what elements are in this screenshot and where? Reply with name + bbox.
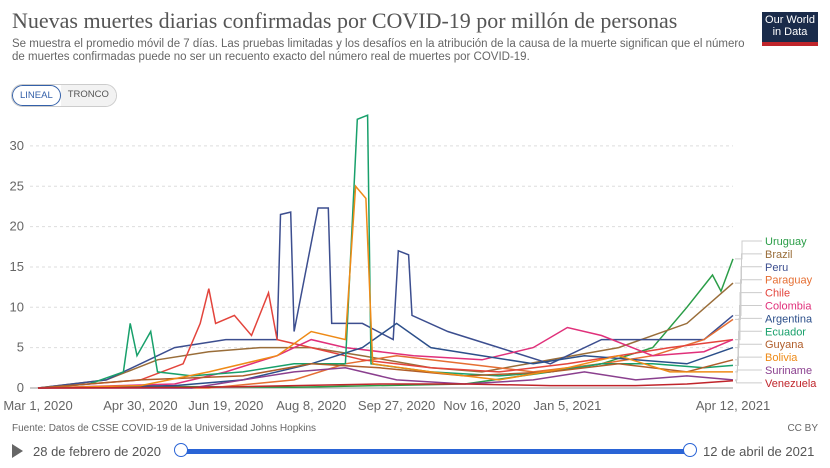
timeline-track[interactable]: [180, 449, 690, 454]
x-tick-label: Nov 16, 2020: [443, 398, 520, 413]
series-line-ecuador: [37, 114, 734, 389]
series-line-bolivia: [37, 184, 733, 389]
y-tick-label: 0: [17, 380, 24, 395]
x-tick-label: Sep 27, 2020: [358, 398, 435, 413]
legend-label-argentina: Argentina: [765, 313, 813, 325]
legend-label-chile: Chile: [765, 288, 790, 300]
legend-label-suriname: Suriname: [765, 365, 812, 377]
chart-title: Nuevas muertes diarias confirmadas por C…: [12, 8, 678, 33]
legend-label-guyana: Guyana: [765, 339, 804, 351]
series-line-paraguay: [38, 318, 734, 389]
legend-label-brazil: Brazil: [765, 249, 793, 261]
legend-label-venezuela: Venezuela: [765, 378, 817, 390]
legend-connector: [735, 356, 762, 373]
series-line-venezuela: [37, 379, 734, 389]
y-tick-label: 30: [10, 138, 24, 153]
timeline-end-handle[interactable]: [683, 443, 697, 457]
source-note: Fuente: Datos de CSSE COVID-19 de la Uni…: [12, 423, 317, 434]
series-line-brazil: [37, 282, 734, 389]
series-line-chile: [37, 288, 734, 389]
chart-subtitle: Se muestra el promedio móvil de 7 días. …: [12, 38, 745, 63]
series-line-colombia: [37, 326, 734, 389]
legend-label-uruguay: Uruguay: [765, 236, 807, 248]
legend-connector: [735, 380, 762, 384]
y-tick-label: 5: [17, 340, 24, 355]
series-line-suriname: [38, 367, 734, 389]
linear-scale-button[interactable]: LINEAL: [12, 85, 61, 106]
y-tick-label: 15: [10, 259, 24, 274]
legend-label-ecuador: Ecuador: [765, 326, 806, 338]
log-scale-button[interactable]: TRONCO: [60, 85, 116, 106]
legend-label-colombia: Colombia: [765, 301, 812, 313]
x-tick-label: Apr 30, 2020: [103, 398, 177, 413]
legend-label-bolivia: Bolivia: [765, 352, 798, 364]
x-tick-label: Jan 5, 2021: [533, 398, 601, 413]
license-link[interactable]: CC BY: [787, 423, 818, 434]
legend-label-paraguay: Paraguay: [765, 275, 813, 287]
x-tick-label: Mar 1, 2020: [3, 398, 72, 413]
end-date-label: 12 de abril de 2021: [703, 444, 815, 459]
y-tick-label: 25: [10, 178, 24, 193]
line-chart: 0 5 10 15 20 25 30 Mar 1, 2020 Apr 30, 2020 Jun 1…: [3, 114, 817, 413]
legend-connector: [735, 253, 762, 284]
timeline-start-handle[interactable]: [174, 443, 188, 457]
play-icon[interactable]: [12, 444, 23, 458]
x-tick-label: Apr 12, 2021: [696, 398, 770, 413]
legend-label-peru: Peru: [765, 262, 788, 274]
y-tick-label: 20: [10, 219, 24, 234]
y-tick-label: 10: [10, 299, 24, 314]
legend-connector: [735, 369, 762, 381]
start-date-label: 28 de febrero de 2020: [33, 444, 161, 459]
owid-logo[interactable]: Our World in Data: [762, 12, 818, 46]
legend-connector: [735, 240, 762, 260]
series-line-guyana: [37, 359, 734, 389]
series-line-peru: [37, 207, 734, 389]
x-tick-label: Jun 19, 2020: [188, 398, 263, 413]
x-tick-label: Aug 8, 2020: [276, 398, 346, 413]
legend-connector: [735, 343, 762, 361]
scale-toggle: LINEAL TRONCO: [11, 84, 117, 107]
legend-connector: [735, 317, 762, 349]
